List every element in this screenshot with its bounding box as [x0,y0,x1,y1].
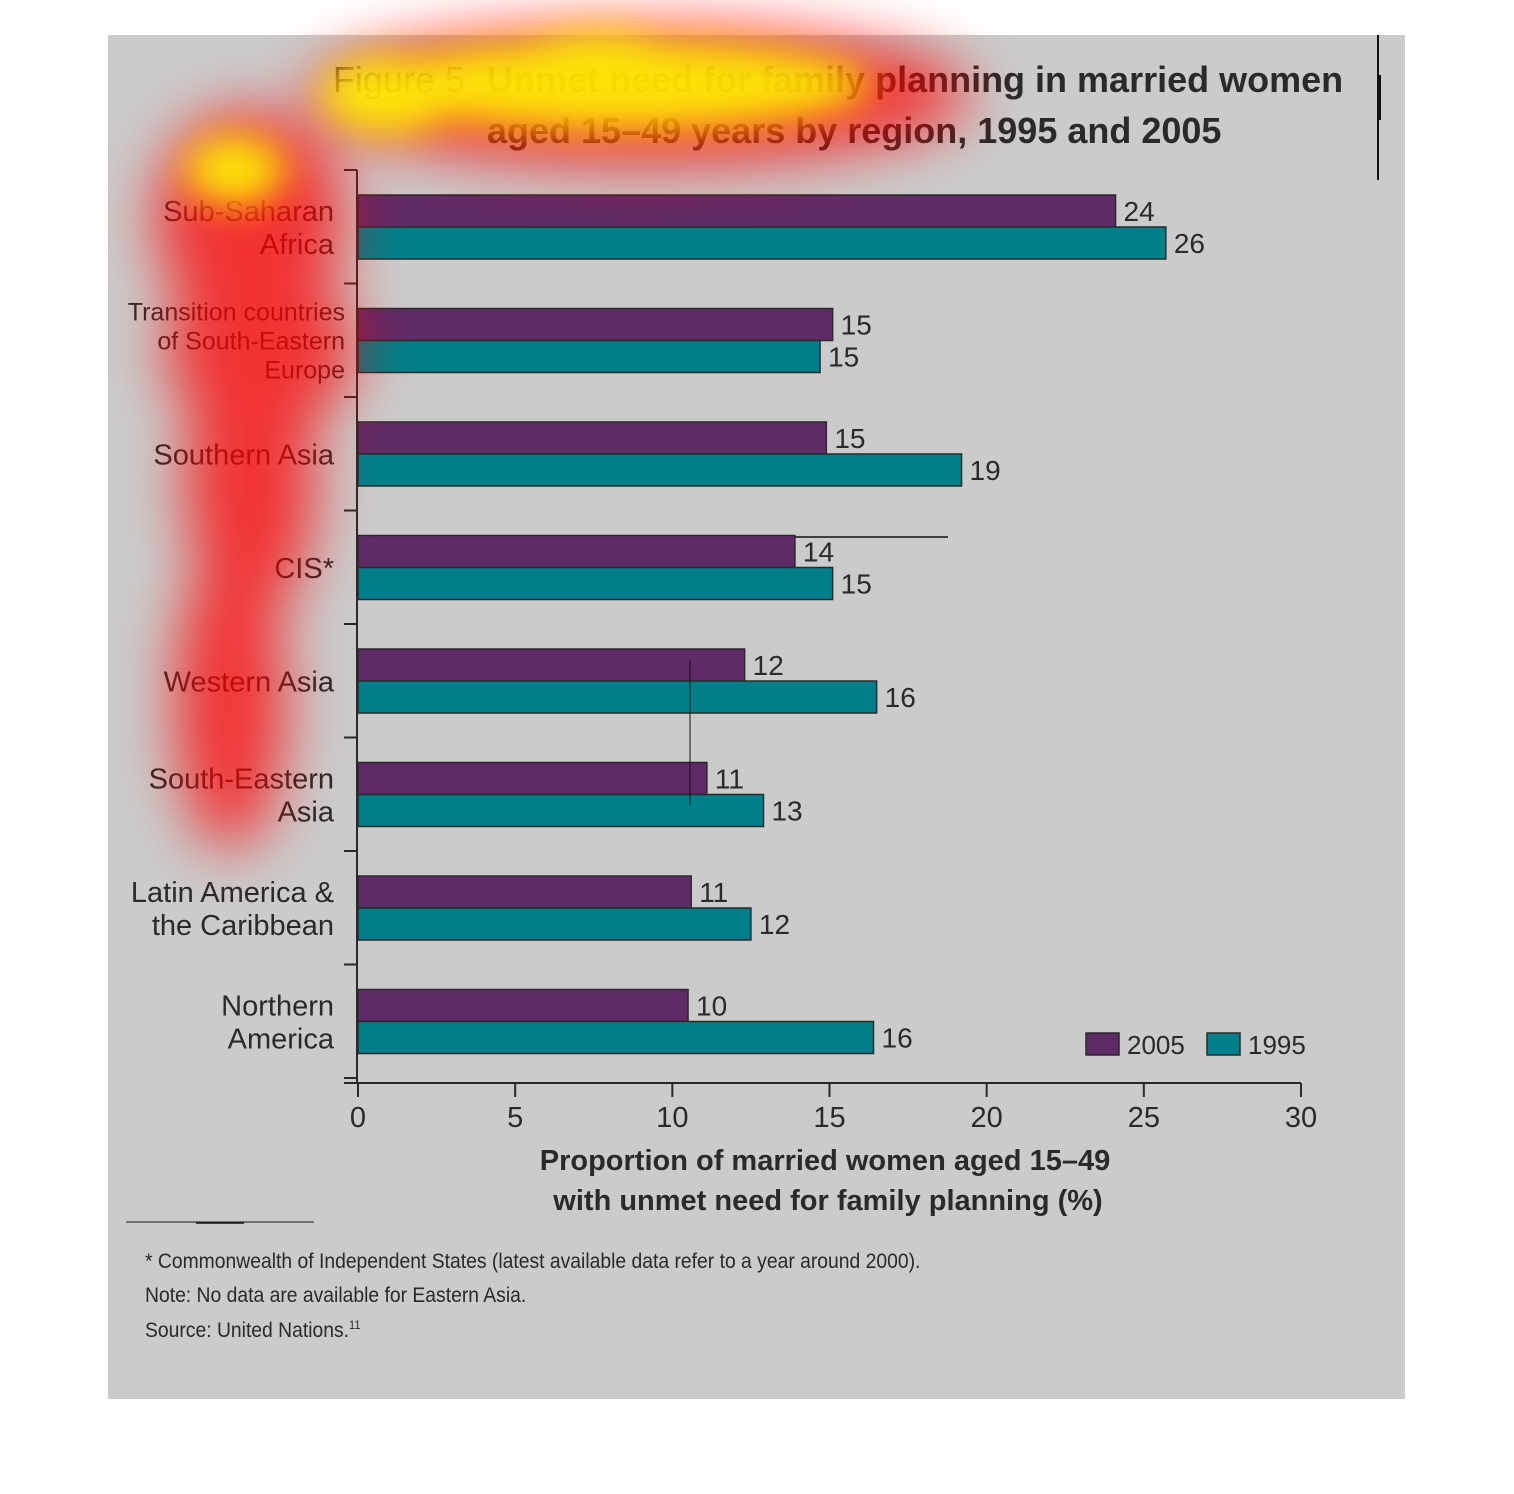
category-label: Asia [278,796,335,828]
footnote-cis: * Commonwealth of Independent States (la… [145,1250,921,1273]
data-label-1995: 15 [841,569,872,600]
data-label-2005: 11 [699,877,728,908]
data-label-2005: 24 [1124,196,1155,227]
data-label-1995: 15 [828,342,859,373]
bar-2005 [357,534,796,569]
x-tick-label: 30 [1285,1102,1317,1134]
bar-2005 [357,875,692,909]
bar-1995 [357,680,878,714]
data-label-2005: 15 [834,423,865,454]
margin-rule [1377,35,1379,180]
footnote-source: Source: United Nations.11 [145,1318,361,1343]
bar-2005 [357,194,1117,228]
data-label-2005: 12 [753,650,784,681]
data-label-1995: 26 [1174,228,1205,259]
data-label-2005: 11 [715,764,744,795]
data-label-1995: 19 [970,455,1001,486]
x-tick-label: 0 [350,1102,366,1134]
bar-2005 [357,307,834,342]
category-label: Northern [221,990,334,1022]
bar-1995 [357,453,963,487]
legend: 2005 1995 [1085,1030,1306,1060]
x-tick-label: 15 [813,1102,845,1134]
category-label: South-Eastern [149,763,334,795]
x-tick-label: 10 [656,1102,688,1134]
category-label: Africa [260,229,335,261]
footnote-note: Note: No data are available for Eastern … [145,1284,527,1307]
category-label: Southern Asia [153,439,334,471]
chart-title-line1: Unmet need for family planning in marrie… [487,59,1343,100]
category-label: of South-Eastern [157,328,345,356]
data-label-1995: 16 [882,1023,913,1054]
bar-1995 [357,1020,875,1055]
figure-label: Figure 5 [333,59,465,100]
footnote-source-text: Source: United Nations. [145,1319,350,1342]
x-axis-label-line1: Proportion of married women aged 15–49 [540,1145,1110,1177]
bar-1995 [357,793,765,828]
margin-rule [1379,75,1381,120]
category-label: Transition countries [128,299,345,327]
bar-1995 [357,339,821,374]
x-tick-label: 5 [507,1102,523,1134]
x-tick-label: 20 [971,1102,1003,1134]
legend-label-1995: 1995 [1248,1030,1306,1060]
data-label-2005: 10 [696,991,727,1022]
bar-2005 [357,988,689,1023]
bar-2005 [357,761,708,796]
footnote-source-ref: 11 [349,1318,361,1332]
chart-title-line2: aged 15–49 years by region, 1995 and 200… [487,110,1221,151]
category-label: America [228,1023,335,1055]
category-label: the Caribbean [152,910,334,942]
data-label-1995: 13 [771,796,802,827]
category-label: Latin America & [131,877,334,909]
bar-1995 [357,566,834,601]
bar-1995 [357,907,752,941]
legend-label-2005: 2005 [1127,1030,1185,1060]
bar-1995 [357,226,1167,260]
data-label-2005: 15 [841,310,872,341]
data-label-2005: 14 [803,537,834,568]
x-tick-label: 25 [1128,1102,1160,1134]
data-label-1995: 12 [759,909,790,940]
category-label: Western Asia [164,666,335,698]
category-label: Europe [264,357,345,385]
legend-swatch-2005 [1085,1032,1120,1056]
bar-2005 [357,421,828,455]
data-label-1995: 16 [885,682,916,713]
category-label: Sub-Saharan [163,196,334,228]
bar-2005 [357,648,746,682]
legend-swatch-1995 [1206,1032,1241,1056]
category-label: CIS* [274,553,334,585]
x-axis-label-line2: with unmet need for family planning (%) [552,1185,1102,1217]
